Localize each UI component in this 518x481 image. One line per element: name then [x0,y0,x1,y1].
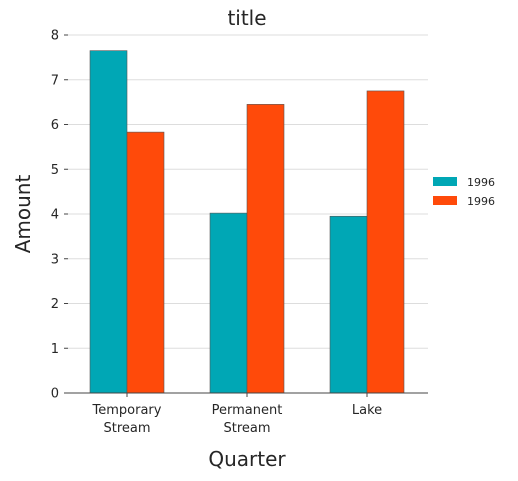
y-tick-label: 8 [51,29,59,44]
y-axis: 0 1 2 3 4 5 6 7 8 [51,29,68,402]
x-tick-label-line: Temporary [92,403,162,418]
y-tick-label: 5 [51,163,59,178]
x-axis-title: Quarter [208,447,286,471]
bar [366,90,405,394]
y-tick-label: 4 [51,208,59,223]
legend-swatch [433,177,457,186]
x-tick-label-line: Stream [103,421,150,436]
y-tick-label: 6 [51,118,59,133]
y-tick-label: 7 [51,73,59,88]
x-tick-label: Temporary Stream [92,403,162,436]
y-tick-label: 0 [51,387,59,402]
y-tick-label: 3 [51,252,59,267]
x-axis: Temporary Stream Permanent Stream Lake [68,392,428,436]
x-tick-label: Permanent Stream [212,403,283,436]
bars [89,50,405,394]
bar [126,131,165,394]
bar [209,212,248,394]
bar [89,50,128,394]
y-axis-title: Amount [11,175,35,254]
x-tick-label: Lake [352,403,382,418]
legend: 1996 1996 [433,176,495,208]
legend-label: 1996 [467,176,495,189]
chart-title: title [227,6,266,30]
y-tick-label: 1 [51,342,59,357]
y-tick-label: 2 [51,297,59,312]
bar [329,215,368,394]
legend-swatch [433,196,457,205]
x-tick-label-line: Permanent [212,403,283,418]
bar [246,104,285,394]
x-tick-label-line: Stream [223,421,270,436]
x-tick-label-line: Lake [352,403,382,418]
legend-label: 1996 [467,195,495,208]
